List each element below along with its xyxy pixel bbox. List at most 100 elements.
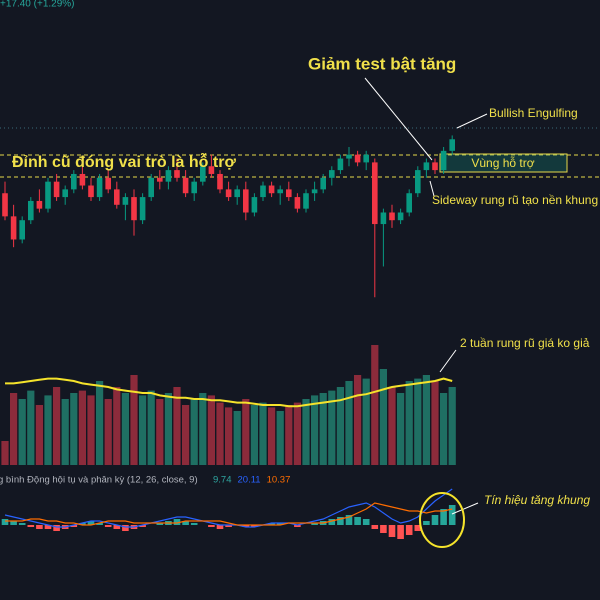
- macd-line: [4, 488, 453, 528]
- volume-bar: [405, 381, 413, 465]
- candle-body: [200, 166, 206, 182]
- candle-body: [2, 193, 8, 217]
- volume-ma: [5, 377, 453, 408]
- candle-body: [337, 158, 344, 171]
- macd-legend-value: 9.74: [213, 475, 232, 486]
- volume-bar: [345, 381, 353, 465]
- candle-body: [105, 177, 111, 190]
- candle-body: [449, 139, 455, 151]
- annotation-arrows: [364, 77, 488, 515]
- annotation: Sideway rung rũ tạo nền khung: [432, 193, 598, 207]
- volume-bar: [190, 399, 198, 465]
- macd-histogram-bar: [216, 525, 224, 529]
- macd-histogram-bar: [96, 523, 103, 525]
- volume-bar: [61, 399, 69, 465]
- candle-body: [36, 200, 43, 209]
- candle-body: [131, 197, 137, 221]
- candle-body: [208, 166, 215, 174]
- macd-histogram-bar: [36, 525, 43, 529]
- candle-body: [45, 181, 51, 209]
- macd-histogram-bar: [371, 525, 379, 529]
- volume-bar: [225, 407, 233, 465]
- macd-histogram-bar: [113, 525, 121, 529]
- annotation: Bullish Engulfing: [489, 106, 578, 120]
- candle-body: [277, 189, 283, 194]
- volume-bar: [207, 395, 215, 465]
- volume-bar: [362, 378, 370, 465]
- candle-body: [182, 177, 189, 194]
- volume-bar: [147, 390, 155, 465]
- candle-body: [10, 216, 17, 240]
- highlight-circle: [419, 492, 465, 548]
- candle-body: [62, 189, 68, 198]
- arrow: [429, 180, 435, 197]
- macd-histogram-bar: [276, 523, 284, 525]
- volume-bar: [164, 393, 172, 465]
- macd-histogram-bar: [423, 521, 430, 525]
- volume-bar: [96, 381, 104, 465]
- volume-bar: [121, 393, 129, 465]
- candle-body: [440, 150, 447, 171]
- candle-body: [260, 185, 266, 198]
- volume-bar: [414, 378, 422, 465]
- arrow: [456, 113, 488, 129]
- macd-histogram-bar: [268, 523, 275, 525]
- candle-body: [268, 185, 275, 194]
- candle-body: [174, 170, 180, 178]
- macd-histogram-bar: [1, 519, 9, 525]
- macd-histogram-bar: [362, 519, 370, 525]
- candle-body: [217, 173, 223, 190]
- macd-histogram-bar: [251, 525, 258, 527]
- macd-histogram-bar: [208, 525, 215, 527]
- volume-bar: [53, 387, 61, 465]
- macd-title: g bình Động hội tụ và phân kỳ (12, 26, c…: [0, 475, 198, 486]
- volume-bar: [440, 393, 448, 465]
- volume-bar: [27, 390, 35, 465]
- candle-body: [294, 197, 301, 209]
- candle-body: [71, 173, 77, 190]
- macd-histogram-bar: [70, 525, 78, 527]
- candle-body: [157, 177, 163, 182]
- candle-body: [88, 185, 94, 198]
- candle-body: [423, 162, 430, 171]
- macd-histogram-bar: [448, 505, 456, 525]
- volume-bar: [173, 387, 181, 465]
- candle-body: [311, 189, 318, 194]
- macd-histogram-bar: [79, 523, 86, 525]
- candle-body: [122, 197, 129, 205]
- candle-body: [415, 170, 421, 194]
- macd-histogram-bar: [242, 525, 250, 527]
- macd-line: [5, 502, 453, 526]
- volume-bar: [156, 399, 164, 465]
- candle-body: [406, 193, 412, 213]
- candle-body: [286, 189, 292, 198]
- volume-bar: [431, 381, 439, 465]
- volume-bar: [18, 399, 26, 465]
- volume-bar: [259, 402, 267, 465]
- volume-bar: [87, 395, 95, 465]
- macd-histogram-bar: [405, 525, 413, 535]
- candle-body: [251, 197, 258, 213]
- candle-body: [53, 181, 60, 198]
- volume-bar: [276, 411, 284, 465]
- candle-body: [165, 170, 172, 182]
- candle-body: [397, 212, 404, 221]
- candle-body: [234, 189, 240, 198]
- candle-body: [243, 189, 249, 213]
- header-change: +17.40 (+1.29%): [0, 0, 75, 10]
- volume-bar: [302, 399, 310, 465]
- annotation: Tín hiệu tăng khung: [484, 493, 590, 507]
- arrow: [364, 77, 433, 161]
- volume-bar: [44, 395, 52, 465]
- macd-histogram-bar: [139, 525, 146, 527]
- macd-histogram-bar: [87, 521, 95, 525]
- arrow: [439, 349, 457, 373]
- candle-body: [329, 170, 335, 178]
- candle-body: [114, 189, 120, 205]
- volume-bar: [319, 393, 327, 465]
- candle-body: [432, 162, 438, 171]
- candle-body: [79, 173, 86, 186]
- macd-histogram-bar: [440, 509, 447, 525]
- macd-histogram-bar: [53, 525, 60, 531]
